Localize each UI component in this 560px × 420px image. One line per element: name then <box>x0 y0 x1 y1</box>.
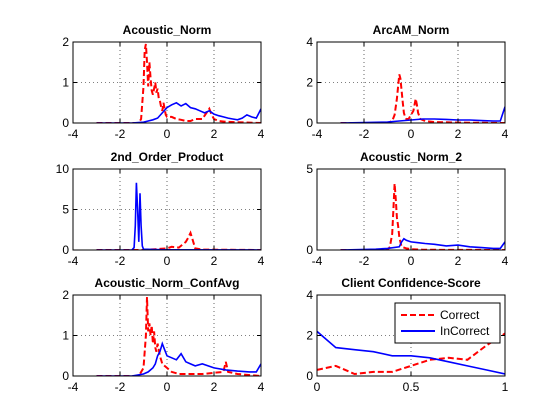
x-tick-label: -4 <box>68 380 79 394</box>
y-tick-label: 2 <box>62 288 69 302</box>
series-incorrect-line <box>96 341 261 376</box>
chart-title: 2nd_Order_Product <box>111 150 224 164</box>
legend-label: Correct <box>440 308 480 322</box>
x-tick-label: 0 <box>164 254 171 268</box>
y-tick-label: 1 <box>62 76 69 90</box>
y-tick-label: 0 <box>306 116 313 130</box>
y-tick-label: 0 <box>62 369 69 383</box>
subplot-6: 0 0.5 1 0 2 4 Client Confidence-Score Correct In… <box>306 276 508 394</box>
chart-title: ArcAM_Norm <box>373 23 450 37</box>
legend-box <box>394 302 501 344</box>
y-tick-label: 10 <box>56 162 70 176</box>
subplot-5: -4 -2 0 2 4 0 1 2 Acoustic_Norm_ConfAvg <box>62 276 264 394</box>
series-incorrect-line <box>96 101 261 123</box>
x-tick-label: 0 <box>164 380 171 394</box>
x-tick-label: 0.5 <box>403 380 420 394</box>
x-tick-label: 2 <box>455 127 462 141</box>
series-correct-line <box>96 43 261 123</box>
series-incorrect-line <box>340 237 505 250</box>
y-tick-label: 0 <box>306 369 313 383</box>
chart-title: Acoustic_Norm_ConfAvg <box>95 276 240 290</box>
chart-title: Acoustic_Norm <box>123 23 212 37</box>
x-tick-label: 2 <box>211 127 218 141</box>
chart-title: Acoustic_Norm_2 <box>360 150 462 164</box>
x-tick-label: -4 <box>312 254 323 268</box>
x-tick-label: -2 <box>115 254 126 268</box>
y-tick-label: 0 <box>62 243 69 257</box>
x-tick-label: -4 <box>312 127 323 141</box>
y-tick-label: 2 <box>306 329 313 343</box>
y-tick-label: 5 <box>306 162 313 176</box>
subplot-2: -4 -2 0 2 4 0 2 4 ArcAM_Norm <box>306 23 508 141</box>
x-tick-label: 0 <box>164 127 171 141</box>
y-tick-label: 1 <box>62 329 69 343</box>
x-tick-label: 0 <box>408 127 415 141</box>
y-tick-label: 0 <box>62 116 69 130</box>
x-tick-label: 4 <box>502 254 509 268</box>
y-tick-label: 4 <box>306 288 313 302</box>
series-correct-line <box>317 332 505 376</box>
y-tick-label: 5 <box>62 203 69 217</box>
legend: Correct InCorrect <box>394 302 501 344</box>
x-tick-label: 2 <box>211 380 218 394</box>
x-tick-label: -4 <box>68 127 79 141</box>
x-tick-label: 2 <box>455 254 462 268</box>
x-tick-label: -4 <box>68 254 79 268</box>
subplot-4: -4 -2 0 2 4 0 5 Acoustic_Norm_2 <box>306 150 508 268</box>
x-tick-label: 0 <box>314 380 321 394</box>
subplot-1: -4 -2 0 2 4 0 1 2 Acoustic_Norm <box>62 23 264 141</box>
x-tick-label: -2 <box>359 127 370 141</box>
x-tick-label: 4 <box>258 380 265 394</box>
x-tick-label: -2 <box>115 127 126 141</box>
x-tick-label: 4 <box>258 254 265 268</box>
y-tick-label: 2 <box>62 35 69 49</box>
x-tick-label: 4 <box>502 127 509 141</box>
y-tick-label: 0 <box>306 243 313 257</box>
series-correct-line <box>96 296 261 376</box>
x-tick-label: 0 <box>408 254 415 268</box>
series-incorrect-line <box>317 330 505 375</box>
y-tick-label: 2 <box>306 76 313 90</box>
x-tick-label: -2 <box>359 254 370 268</box>
x-tick-label: 1 <box>502 380 509 394</box>
legend-label: InCorrect <box>440 324 490 338</box>
subplot-3: -4 -2 0 2 4 0 5 10 2nd_Order_Product <box>56 150 265 268</box>
series-incorrect-line <box>340 106 505 123</box>
x-tick-label: 4 <box>258 127 265 141</box>
y-tick-label: 4 <box>306 35 313 49</box>
x-tick-label: -2 <box>115 380 126 394</box>
series-correct-line <box>340 183 505 250</box>
x-tick-label: 2 <box>211 254 218 268</box>
chart-title: Client Confidence-Score <box>341 276 481 290</box>
